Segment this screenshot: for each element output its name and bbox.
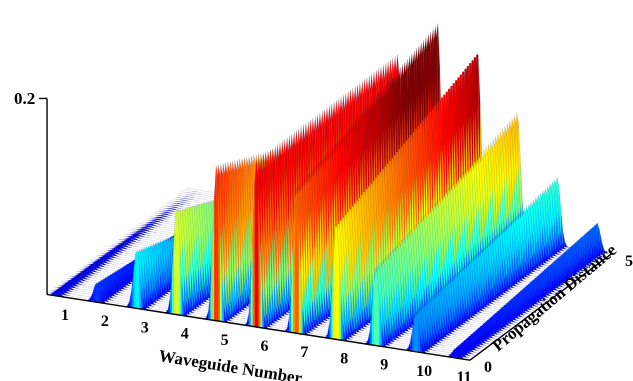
surface-segment <box>190 197 192 198</box>
surface-segment <box>192 197 194 198</box>
surface-segment <box>182 198 184 199</box>
surface-segment <box>191 199 194 200</box>
surface-segment <box>555 248 558 255</box>
surface-segment <box>568 247 571 248</box>
surface-segment <box>192 195 195 196</box>
surface-segment <box>549 220 552 256</box>
surface-segment <box>555 235 558 253</box>
surface-segment <box>188 194 191 196</box>
surface-segment <box>601 239 604 253</box>
surface-segment <box>591 247 594 260</box>
surface-segment <box>192 193 195 194</box>
surface-segment <box>183 198 186 199</box>
surface-segment <box>564 241 567 248</box>
surface-segment <box>557 247 560 253</box>
surface-segment <box>598 241 601 255</box>
surface-segment <box>560 232 563 249</box>
surface-segment <box>593 254 596 261</box>
surface-segment <box>187 198 190 200</box>
surface-segment <box>190 195 193 196</box>
surface-segment <box>188 196 191 198</box>
surface-layer <box>44 23 610 361</box>
surface-segment <box>596 243 599 257</box>
surface-segment <box>603 247 606 254</box>
surface-segment <box>564 247 567 250</box>
surface-segment <box>600 255 603 258</box>
surface-segment <box>557 253 560 255</box>
surface-segment <box>598 257 600 259</box>
surface-segment <box>561 252 564 254</box>
surface-segment <box>607 253 609 254</box>
surface-segment <box>559 254 562 255</box>
surface-segment <box>185 198 188 200</box>
surface-segment <box>562 230 565 247</box>
surface-segment <box>563 250 566 252</box>
surface-segment <box>562 243 565 250</box>
surface-segment <box>602 256 605 258</box>
surface-segment <box>558 234 561 251</box>
surface-segment <box>605 251 607 254</box>
surface-segment <box>602 253 605 256</box>
surface-segment <box>559 251 562 253</box>
surface-segment <box>604 255 607 256</box>
surface-segment <box>189 199 192 200</box>
surface-segment <box>560 245 562 251</box>
surface-segment <box>558 211 561 249</box>
surface-segment <box>600 249 603 255</box>
surface-segment <box>553 237 556 255</box>
surface-segment <box>597 260 600 261</box>
surface-segment <box>190 193 193 194</box>
surface-segment <box>600 258 602 260</box>
surface-segment <box>598 251 601 257</box>
surface-segment <box>562 249 564 252</box>
surface-segment <box>553 216 556 252</box>
surface-segment <box>194 193 197 195</box>
surface-segment <box>186 196 189 197</box>
surface-segment <box>596 252 599 259</box>
surface-segment <box>566 246 569 248</box>
surface-segment <box>594 245 597 259</box>
surface-segment <box>595 258 598 261</box>
